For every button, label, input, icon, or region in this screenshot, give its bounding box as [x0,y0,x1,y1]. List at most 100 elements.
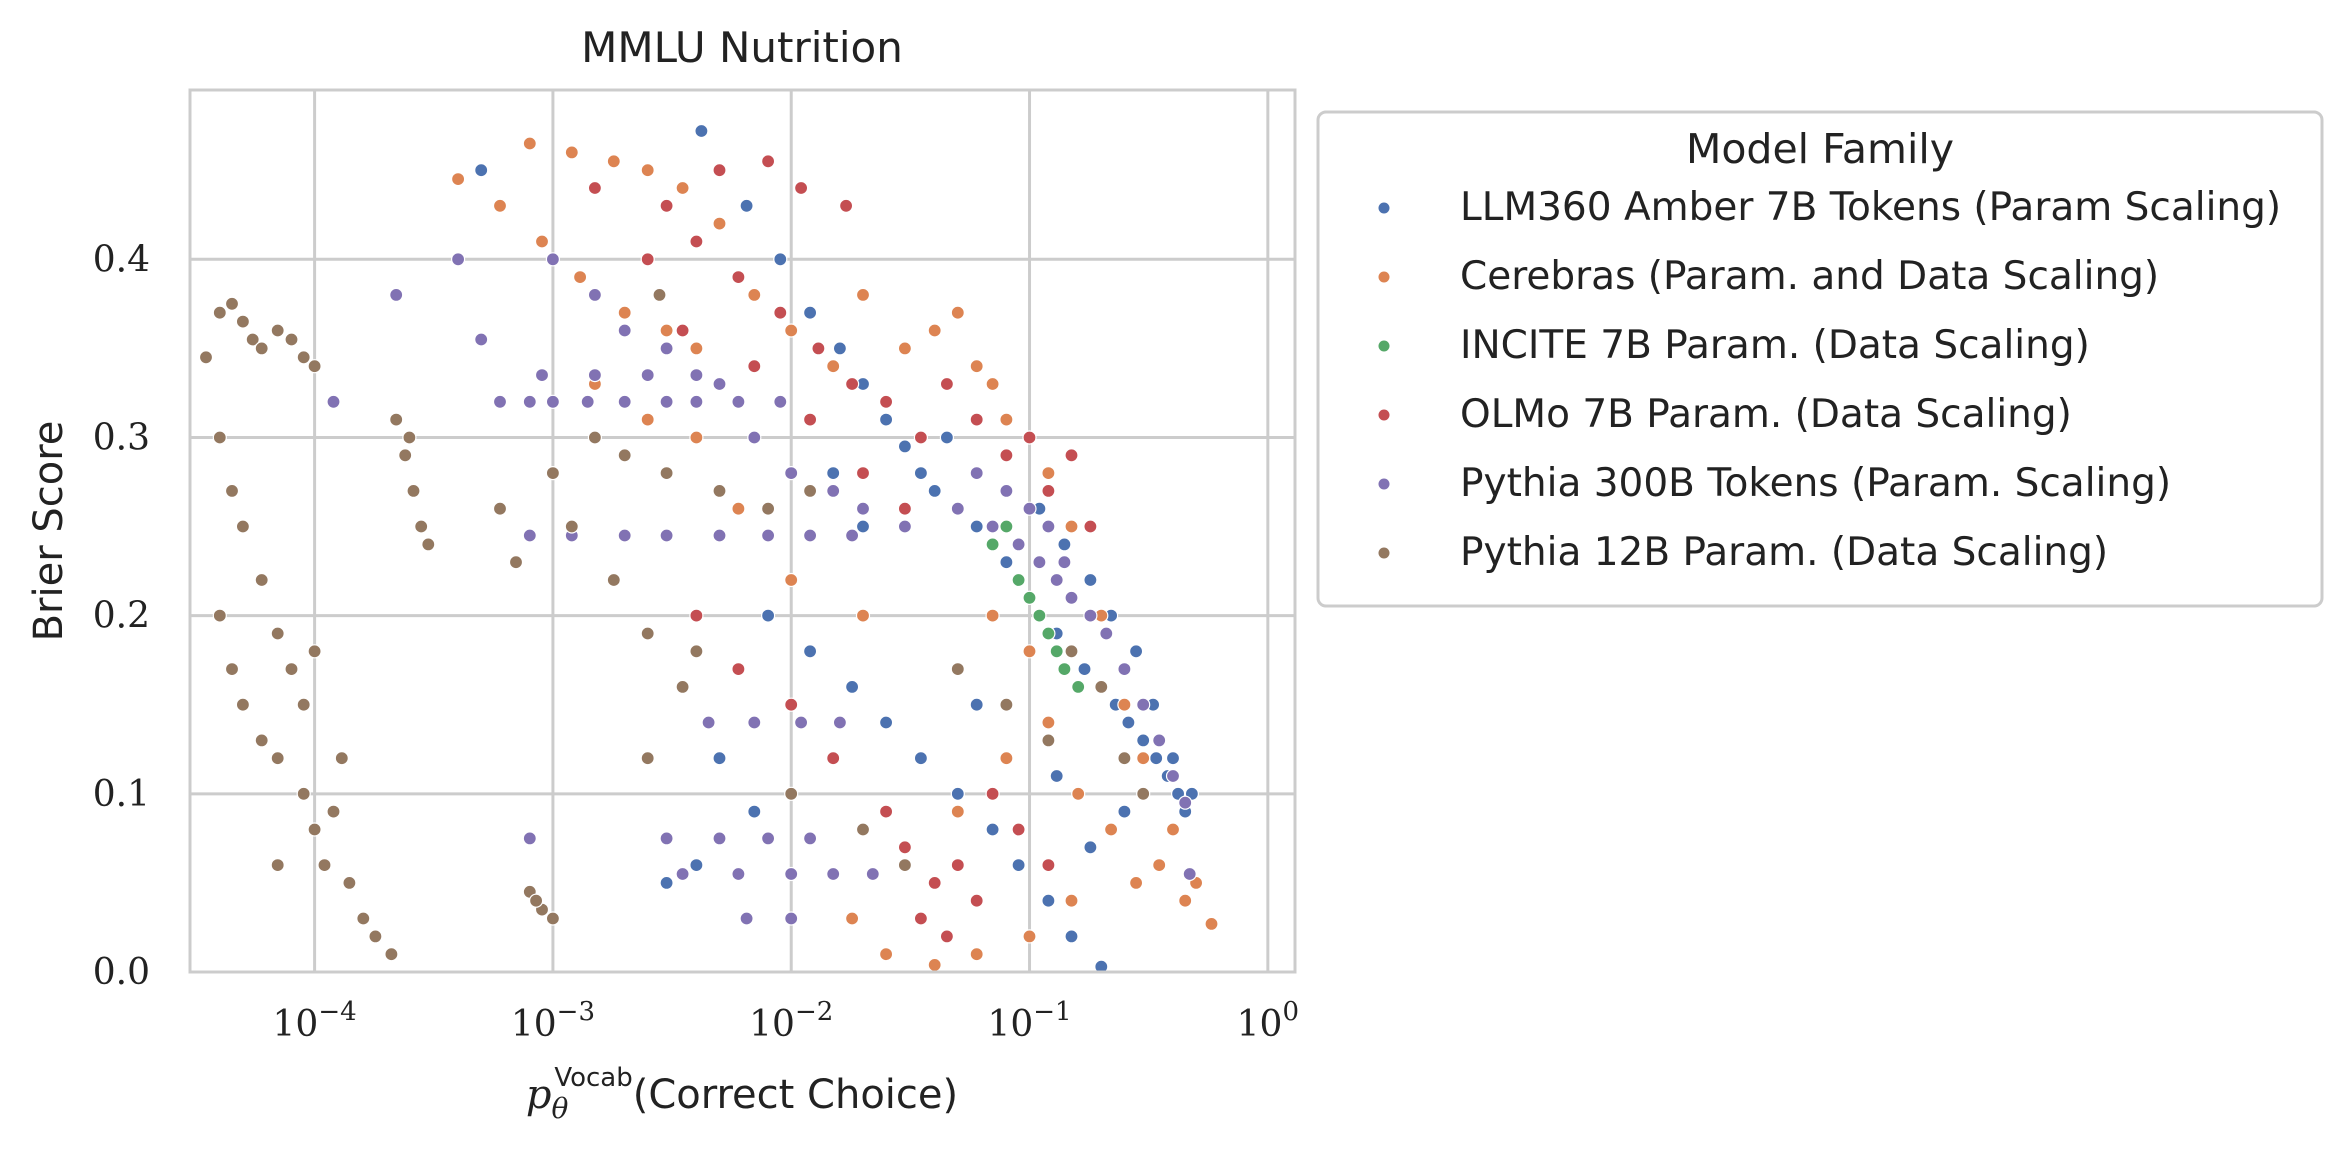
data-point [522,136,537,151]
data-point [712,751,727,766]
data-point [1178,893,1193,908]
plot-frame [188,88,1297,974]
data-point [878,715,894,730]
data-point [212,430,227,445]
x-tick-label: 10−1 [987,997,1071,1045]
data-point [1057,555,1072,570]
data-point [939,376,955,392]
data-point [878,804,894,819]
data-point [855,287,871,302]
chart-title: MMLU Nutrition [581,23,903,72]
data-point [897,501,913,516]
data-point [198,350,214,365]
legend-label: INCITE 7B Param. (Data Scaling) [1460,323,2090,368]
data-point [793,715,809,730]
data-point [985,608,1000,623]
y-axis-title: Brier Score [26,421,72,642]
data-point [832,715,848,730]
data-point [212,305,227,320]
data-point [406,483,421,498]
data-point [985,822,1000,837]
x-axis-title-rest: (Correct Choice) [633,1072,958,1118]
data-point [985,376,1000,392]
data-point [1099,626,1114,641]
data-point [1071,679,1086,695]
data-point [1165,768,1181,784]
data-point [1094,679,1109,695]
data-point [296,786,311,801]
data-point [855,822,871,837]
data-point [224,296,240,311]
x-tick-base: 10 [749,1004,795,1045]
data-point [1064,448,1079,463]
data-point [913,430,929,445]
data-point [1057,537,1072,552]
data-point [587,180,603,196]
x-tick-exponent: −1 [1033,997,1071,1027]
data-point [694,123,709,139]
data-point [939,430,955,445]
data-point [675,180,690,196]
data-point [1117,751,1132,766]
data-point [784,697,799,712]
data-point [1022,501,1037,516]
data-point [1128,644,1144,659]
x-tick-exponent: −3 [557,997,595,1027]
data-point [659,323,674,338]
data-point [659,528,674,543]
data-point [747,804,762,819]
data-point [659,341,674,356]
data-point [826,483,841,498]
y-tick-label: 0.4 [93,239,150,280]
data-point [1182,866,1197,882]
data-point [897,519,913,534]
legend-marker [1378,202,1390,214]
data-point [731,661,746,677]
data-point [712,376,727,392]
data-point [545,394,561,409]
data-point [897,341,913,356]
data-point [1041,733,1056,748]
data-point [1178,795,1193,810]
data-point [270,857,285,873]
data-point [617,323,632,338]
data-point [492,501,508,516]
data-point [950,804,965,819]
legend-label: LLM360 Amber 7B Tokens (Param Scaling) [1460,185,2281,230]
x-tick-exponent: 0 [1282,997,1299,1027]
data-point [659,198,674,213]
data-point [712,831,727,846]
data-point [784,323,799,338]
data-point [640,626,655,641]
data-point [927,957,942,973]
data-point [784,911,799,926]
data-point [811,341,826,356]
x-tick-label: 100 [1237,997,1299,1045]
data-point [640,368,655,383]
data-point [545,911,561,926]
data-point [1041,626,1056,641]
data-point [999,412,1014,427]
data-point [1011,537,1026,552]
data-point [784,786,799,801]
data-point [731,394,746,409]
data-point [1136,751,1151,766]
data-point [1049,572,1064,588]
data-point [389,412,404,427]
data-point [1136,786,1151,801]
y-tick-labels: 0.0 0.1 0.2 0.3 0.4 [93,239,150,993]
data-point [950,501,965,516]
data-point [689,368,704,383]
data-point [1204,916,1219,932]
data-point [1064,929,1079,944]
legend-marker [1378,271,1390,283]
data-point [999,751,1014,766]
data-point [564,519,579,534]
data-point [731,270,746,285]
data-point [640,163,655,178]
data-point [342,875,357,891]
series-4 [587,154,1098,944]
data-point [773,252,788,267]
data-point [368,929,383,944]
data-point [659,394,674,409]
